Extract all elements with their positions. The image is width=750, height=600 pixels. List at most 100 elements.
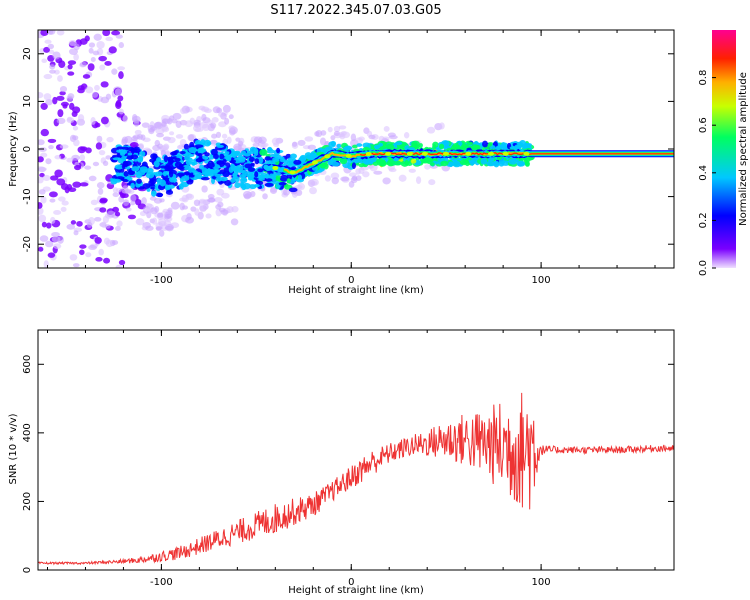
spectrogram-blob <box>241 169 247 175</box>
spectrogram-blob <box>47 252 56 258</box>
spectrogram-blob <box>49 198 56 203</box>
spectrogram-blob <box>87 63 95 71</box>
spectrogram-blob <box>250 162 255 166</box>
spectrogram-blob <box>98 248 105 256</box>
spectrogram-blob <box>221 133 228 139</box>
spectrogram-ridge-spot <box>487 151 494 156</box>
spectrogram-blob <box>126 176 131 180</box>
spectrogram-blob <box>191 161 196 166</box>
spectrogram-blob <box>155 226 163 231</box>
spectrogram-blob <box>352 144 358 149</box>
spectrogram-blob <box>96 40 105 49</box>
spectrogram-blob <box>218 112 225 118</box>
snr-ylabel: SNR (10 * v/v) <box>8 413 19 484</box>
spectrogram-blob <box>72 135 79 141</box>
spectrogram-blob <box>222 104 231 113</box>
spectrogram-blob <box>278 182 287 186</box>
spectrogram-blob <box>40 196 47 204</box>
spectrogram-blob <box>248 156 255 162</box>
spectrogram-blob <box>56 117 66 125</box>
spectrogram-blob <box>88 47 94 54</box>
spectrogram-blob <box>355 168 361 175</box>
spectrogram-blob <box>157 212 164 218</box>
colorbar-tick-label: 0.0 <box>698 260 709 276</box>
spectrogram-blob <box>38 246 44 252</box>
spectrogram-blob <box>90 116 96 125</box>
spectrogram-blob <box>58 60 66 68</box>
spectrogram-blob <box>38 176 44 184</box>
spectrogram-blob <box>40 102 48 110</box>
spectrogram-blob <box>108 46 117 54</box>
spectrogram-blob <box>94 122 101 128</box>
spectrogram-blob <box>85 86 94 94</box>
spectrogram-ridge-spot <box>272 166 279 171</box>
spectrogram-blob <box>226 155 232 162</box>
spectrogram-ridge-spot <box>523 151 530 156</box>
spectrogram-blob <box>45 240 54 248</box>
spectrogram-blob <box>368 164 375 169</box>
spectrogram-blob <box>127 152 133 156</box>
spectrogram-blob <box>151 217 158 225</box>
spectrogram-blob <box>127 214 136 220</box>
spectrogram-blob <box>197 147 205 154</box>
spectrogram-blob <box>297 183 305 191</box>
spectrogram-blob <box>152 191 157 195</box>
spectrogram-blob <box>276 147 281 154</box>
spectrogram-blob <box>333 125 341 133</box>
spectrogram-blob <box>247 176 253 181</box>
spectrogram-blob <box>105 155 112 160</box>
spectrogram-blob <box>258 136 267 144</box>
spectrogram-blob <box>157 193 163 198</box>
spectrogram-blob <box>293 159 302 165</box>
spectrogram-blob <box>116 149 122 153</box>
spectrogram-blob <box>82 74 91 79</box>
spectrogram-blob <box>49 69 56 74</box>
colorbar-ticks: 0.0 0.2 0.4 0.6 0.8 <box>698 70 716 276</box>
spectrogram-blob <box>60 183 69 191</box>
spectrogram-blob <box>324 175 331 182</box>
spectrogram-blob <box>309 186 317 195</box>
colorbar-tick-label: 0.6 <box>698 117 709 133</box>
spectrogram-xtick-label: -100 <box>150 275 173 286</box>
spectrogram-blob <box>100 81 109 88</box>
spectrogram-blob <box>188 146 197 154</box>
spectrogram-blob <box>57 235 64 244</box>
spectrogram-blob <box>73 53 79 61</box>
spectrogram-blob <box>254 149 259 157</box>
spectrogram-ridge <box>262 147 674 179</box>
spectrogram-blob <box>170 151 177 156</box>
spectrogram-blob <box>267 146 273 152</box>
colorbar-gradient <box>712 30 736 268</box>
spectrogram-blob <box>424 164 431 170</box>
spectrogram-blob <box>115 34 123 39</box>
spectrogram-blob <box>469 159 476 165</box>
spectrogram-blob <box>77 114 85 122</box>
spectrogram-blob <box>385 143 395 149</box>
spectrogram-blob <box>282 188 290 196</box>
spectrogram-blob <box>170 201 180 210</box>
spectrogram-blob <box>67 71 75 76</box>
spectrogram-blob <box>43 260 49 268</box>
spectrogram-blob <box>167 207 173 213</box>
spectrogram-blob <box>167 136 176 144</box>
spectrogram-blob <box>56 30 65 36</box>
spectrogram-blob <box>230 218 239 226</box>
spectrogram-blob <box>378 160 387 167</box>
spectrogram-blob <box>239 181 245 189</box>
spectrogram-blob <box>122 199 130 206</box>
spectrogram-blob <box>105 93 112 100</box>
spectrogram-blob <box>163 155 169 163</box>
spectrogram-blob <box>194 144 204 148</box>
spectrogram-blob <box>53 209 62 215</box>
spectrogram-blob <box>158 217 166 226</box>
spectrogram-blob <box>336 143 342 148</box>
spectrogram-blob <box>286 178 291 184</box>
spectrogram-blob <box>73 230 79 236</box>
spectrogram-blob <box>162 170 168 177</box>
spectrogram-blob <box>98 149 106 156</box>
spectrogram-blob <box>290 153 297 159</box>
spectrogram-blob <box>112 187 118 194</box>
spectrogram-ridge-spot <box>311 160 318 165</box>
spectrogram-blob <box>508 158 518 165</box>
